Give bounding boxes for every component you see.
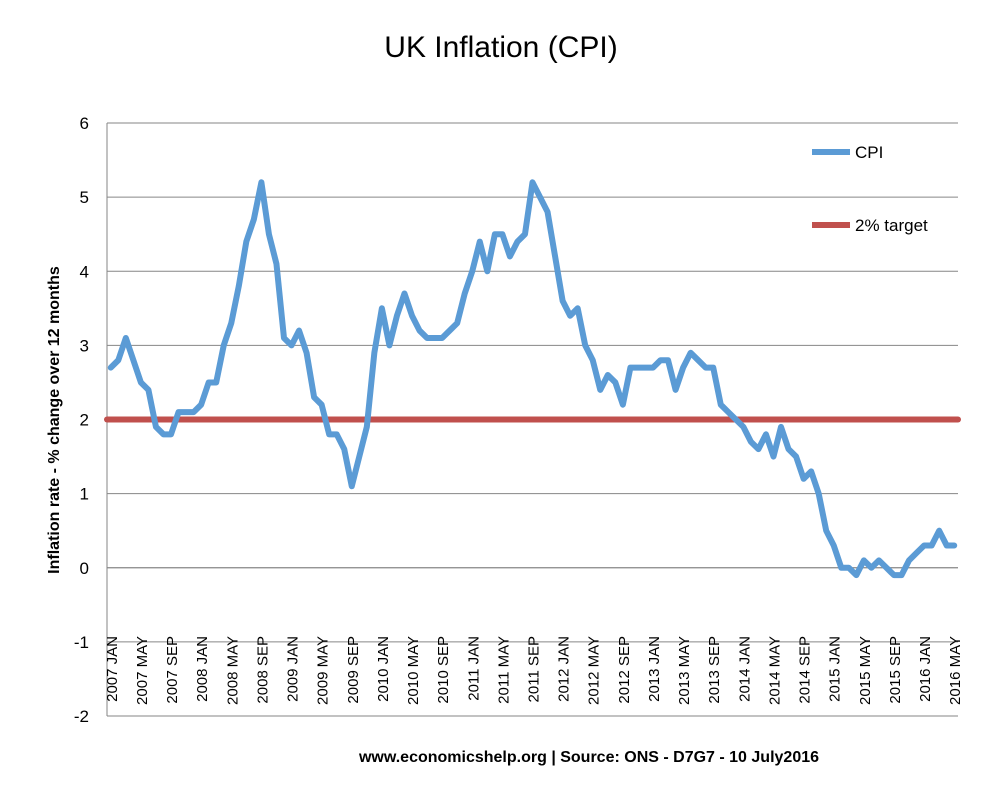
x-tick-label: 2009 JAN: [285, 636, 302, 702]
x-tick-label: 2007 MAY: [134, 636, 151, 705]
x-tick-label: 2014 SEP: [797, 636, 814, 704]
y-axis: -2 -1 0 1 2 3 4 5 6: [74, 114, 108, 726]
x-tick-label: 2013 MAY: [676, 636, 693, 705]
cpi-series-line: [107, 179, 958, 579]
x-tick-label: 2016 JAN: [917, 636, 934, 702]
y-tick-label: 4: [80, 262, 89, 281]
x-tick-label: 2015 MAY: [857, 636, 874, 705]
x-tick-label: 2015 SEP: [887, 636, 904, 704]
y-tick-label: -1: [74, 633, 89, 652]
series-layer: [104, 179, 961, 579]
x-tick-label: 2012 JAN: [556, 636, 573, 702]
y-tick-label: 2: [80, 411, 89, 430]
x-tick-label: 2014 MAY: [766, 636, 783, 705]
y-tick-label: -2: [74, 707, 89, 726]
source-note: www.economicshelp.org | Source: ONS - D7…: [358, 749, 819, 766]
x-tick-label: 2008 JAN: [194, 636, 211, 702]
x-tick-label: 2010 MAY: [405, 636, 422, 705]
y-tick-label: 6: [80, 114, 89, 133]
x-tick-label: 2016 MAY: [947, 636, 964, 705]
legend-cpi-label: CPI: [855, 143, 883, 162]
x-tick-label: 2011 MAY: [495, 636, 512, 704]
x-tick-label: 2013 SEP: [706, 636, 723, 704]
x-tick-label: 2010 SEP: [435, 636, 452, 704]
x-tick-label: 2009 MAY: [315, 636, 332, 705]
x-tick-label: 2012 MAY: [586, 636, 603, 705]
x-tick-label: 2007 JAN: [104, 636, 121, 702]
x-tick-label: 2009 SEP: [345, 636, 362, 704]
x-tick-label: 2012 SEP: [616, 636, 633, 704]
y-tick-label: 1: [80, 485, 89, 504]
x-tick-label: 2011 JAN: [465, 636, 482, 701]
x-tick-label: 2013 JAN: [646, 636, 663, 702]
x-tick-label: 2015 JAN: [827, 636, 844, 702]
x-tick-label: 2008 MAY: [224, 636, 241, 705]
x-tick-label: 2007 SEP: [164, 636, 181, 704]
legend: CPI 2% target: [812, 143, 928, 235]
x-tick-label: 2008 SEP: [254, 636, 271, 704]
x-tick-label: 2014 JAN: [736, 636, 753, 702]
legend-target-label: 2% target: [855, 216, 928, 235]
x-tick-label: 2011 SEP: [526, 636, 543, 702]
chart-title: UK Inflation (CPI): [384, 31, 617, 64]
y-axis-label: Inflation rate - % change over 12 months: [46, 266, 63, 574]
y-tick-label: 5: [80, 188, 89, 207]
x-tick-label: 2010 JAN: [375, 636, 392, 702]
x-axis: 2007 JAN 2007 MAY 2007 SEP 2008 JAN 2008 MAY…: [104, 567, 964, 705]
y-tick-label: 3: [80, 336, 89, 355]
y-tick-label: 0: [80, 559, 89, 578]
